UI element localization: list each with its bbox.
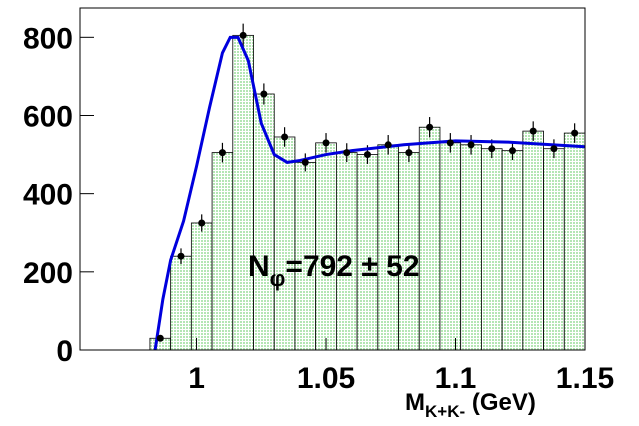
data-point: [446, 139, 454, 147]
annotation: Nφ=792 ± 52: [248, 250, 420, 291]
annotation-main: N: [248, 250, 270, 283]
data-point: [550, 145, 558, 153]
histogram-bar: [273, 136, 296, 351]
fit-curve: [153, 35, 586, 351]
histogram-bar: [232, 34, 254, 351]
y-tick-label: 600: [23, 100, 73, 133]
x-tick-label: 1: [188, 362, 205, 395]
data-point: [177, 252, 185, 260]
data-point: [343, 149, 351, 157]
data-point: [384, 141, 392, 149]
x-tick-label: 1.15: [556, 362, 614, 395]
histogram-bar: [460, 144, 482, 351]
data-point: [260, 90, 268, 98]
histogram-bar: [211, 152, 234, 351]
histogram-bar: [315, 142, 337, 351]
x-label-rest: (GeV): [465, 389, 536, 416]
data-point: [529, 127, 537, 135]
data-point: [363, 151, 371, 159]
histogram-bar: [377, 144, 399, 351]
x-tick-label: 1.1: [435, 362, 477, 395]
data-point: [405, 149, 413, 157]
data-point: [426, 123, 434, 131]
histogram-bar: [543, 148, 565, 351]
histogram-bar: [190, 222, 213, 351]
histogram-bar: [501, 150, 524, 351]
data-point: [508, 147, 516, 155]
histogram-bar: [481, 148, 503, 351]
histogram-bar: [522, 130, 544, 351]
data-point: [156, 334, 164, 342]
x-tick-label: 1.05: [297, 362, 355, 395]
y-tick-label: 400: [23, 179, 73, 212]
data-point: [301, 158, 309, 166]
histogram-bar: [170, 255, 192, 351]
data-point: [322, 139, 330, 147]
annotation-rest: =792 ± 52: [285, 250, 419, 283]
data-point: [571, 129, 579, 137]
data-point: [198, 219, 206, 227]
x-label-sub: K+K-: [425, 402, 465, 421]
data-point: [239, 31, 247, 39]
annotation-sub: φ: [270, 266, 286, 291]
histogram-bar: [439, 142, 462, 351]
x-axis-label: MK+K- (GeV): [405, 389, 536, 421]
histogram-bar: [563, 132, 586, 351]
data-point: [218, 149, 226, 157]
x-label-main: M: [405, 389, 425, 416]
data-point: [488, 145, 496, 153]
y-tick-label: 0: [56, 335, 73, 368]
y-tick-label: 800: [23, 22, 73, 55]
data-point: [467, 141, 475, 149]
frame: [79, 7, 586, 351]
y-tick-label: 200: [23, 257, 73, 290]
data-point: [281, 133, 289, 141]
histogram-bar: [418, 126, 441, 351]
